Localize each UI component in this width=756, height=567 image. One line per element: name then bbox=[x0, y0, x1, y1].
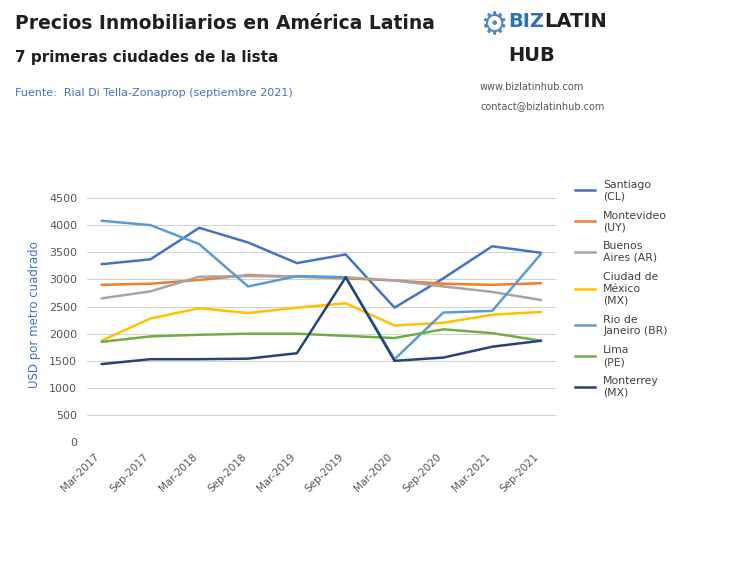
Text: ⚙: ⚙ bbox=[480, 11, 507, 40]
Text: LATIN: LATIN bbox=[544, 12, 607, 32]
Text: contact@bizlatinhub.com: contact@bizlatinhub.com bbox=[480, 101, 605, 111]
Text: Fuente:  Rial Di Tella-Zonaprop (septiembre 2021): Fuente: Rial Di Tella-Zonaprop (septiemb… bbox=[15, 88, 293, 98]
Y-axis label: USD por metro cuadrado: USD por metro cuadrado bbox=[28, 242, 41, 388]
Legend: Santiago
(CL), Montevideo
(UY), Buenos
Aires (AR), Ciudad de
México
(MX), Rio de: Santiago (CL), Montevideo (UY), Buenos A… bbox=[575, 180, 668, 398]
Text: Precios Inmobiliarios en América Latina: Precios Inmobiliarios en América Latina bbox=[15, 14, 435, 33]
Text: HUB: HUB bbox=[508, 46, 555, 66]
Text: 7 primeras ciudades de la lista: 7 primeras ciudades de la lista bbox=[15, 50, 278, 65]
Text: www.bizlatinhub.com: www.bizlatinhub.com bbox=[480, 82, 584, 92]
Text: BIZ: BIZ bbox=[508, 12, 544, 32]
